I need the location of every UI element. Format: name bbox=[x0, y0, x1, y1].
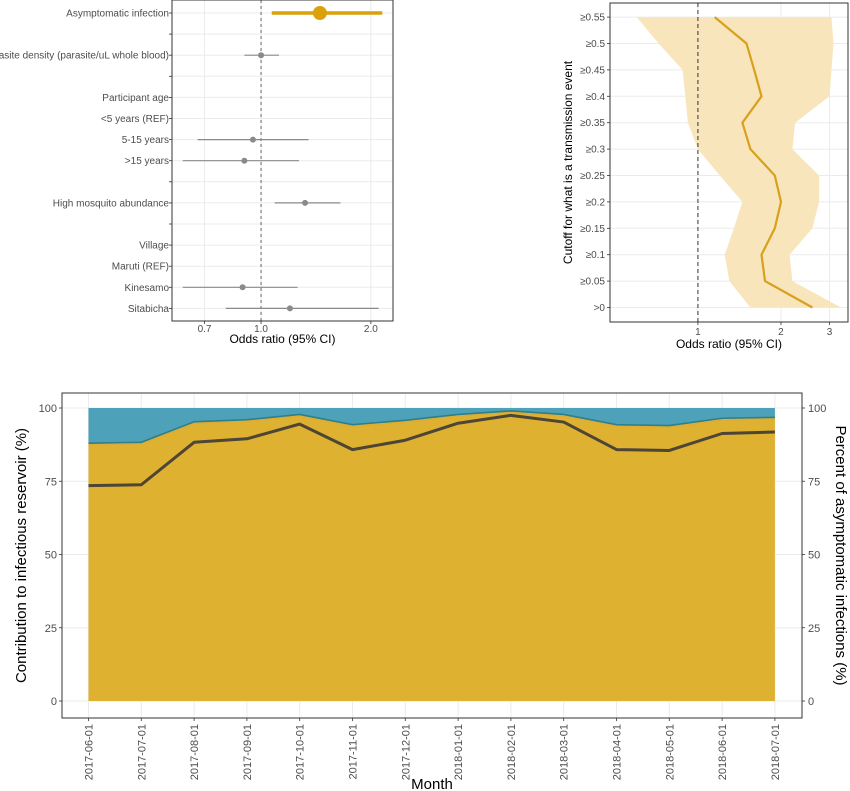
panel-a-row-label: Participant age bbox=[102, 93, 169, 104]
panel-c-boundary-highlight bbox=[88, 412, 775, 446]
panel-a-row-label: Kinesamo bbox=[125, 283, 170, 294]
panel-c-x-tick-label: 2018-07-01 bbox=[770, 724, 782, 780]
panel-b-y-tick-label: ≥0.5 bbox=[586, 39, 606, 50]
panel-a-x-tick-label: 2.0 bbox=[364, 324, 378, 335]
panel-a-point-6 bbox=[249, 136, 256, 143]
panel-c-y-tick-label-right: 50 bbox=[808, 550, 820, 562]
monthly-reservoir-panel: 0 0 25 25 50 50 75 75 100 100 2017-06-01 2017-07-01… bbox=[13, 392, 849, 791]
panel-b-y-tick-label: ≥0.15 bbox=[580, 224, 605, 235]
panel-c-upper-area bbox=[88, 408, 775, 444]
panel-c-x-tick-label: 2018-05-01 bbox=[664, 724, 676, 780]
panel-b-x-tick-label: 1 bbox=[695, 327, 701, 338]
panel-a-point-2 bbox=[258, 52, 265, 59]
panel-c-x-tick-label: 2017-12-01 bbox=[400, 724, 412, 780]
panel-c-border bbox=[61, 392, 803, 719]
panel-a-border bbox=[171, 0, 394, 322]
panel-a-row-label: >15 years bbox=[125, 156, 169, 167]
panel-c-y-tick-label-left: 25 bbox=[45, 623, 57, 635]
panel-a-point-7 bbox=[241, 157, 248, 164]
cutoff-sensitivity-panel: >0 ≥0.05 ≥0.1 ≥0.15 ≥0.2 ≥0.25 ≥0.3 ≥0.35 ≥0.4 ≥0… bbox=[561, 2, 849, 351]
panel-c-y-tick-label-right: 0 bbox=[808, 696, 814, 708]
panel-b-y-tick-label: ≥0.4 bbox=[586, 92, 606, 103]
panel-a-x-tick-label: 1.0 bbox=[254, 324, 268, 335]
panel-c-y-tick-label-left: 50 bbox=[45, 550, 57, 562]
panel-c-x-tick-label: 2017-11-01 bbox=[348, 724, 360, 779]
panel-b-x-axis-title: Odds ratio (95% CI) bbox=[676, 337, 782, 351]
panel-c-y-tick-label-left: 100 bbox=[39, 403, 57, 415]
panel-c-lower-area bbox=[88, 410, 775, 701]
panel-b-y-tick-label: >0 bbox=[594, 303, 606, 314]
panel-c-x-tick-label: 2017-10-01 bbox=[295, 724, 307, 780]
panel-a-row-label: Parasite density (parasite/uL whole bloo… bbox=[0, 51, 169, 62]
panel-b-y-tick-label: ≥0.55 bbox=[580, 13, 605, 24]
panel-a-row-label: High mosquito abundance bbox=[53, 198, 170, 209]
panel-c-y-axis-title-left: Contribution to infectious reservoir (%) bbox=[13, 428, 30, 683]
panel-b-y-tick-label: ≥0.35 bbox=[580, 118, 605, 129]
panel-c-x-tick-label: 2018-06-01 bbox=[717, 724, 729, 780]
panel-b-y-tick-label: ≥0.25 bbox=[580, 171, 605, 182]
panel-a-x-axis-title: Odds ratio (95% CI) bbox=[229, 332, 335, 346]
panel-c-y-tick-label-right: 25 bbox=[808, 623, 820, 635]
panel-c-x-tick-label: 2018-01-01 bbox=[453, 724, 465, 780]
panel-c-y-tick-label-left: 0 bbox=[51, 696, 57, 708]
panel-b-or-line bbox=[713, 16, 813, 309]
panel-b-y-axis-title: Cutoff for what is a transmission event bbox=[561, 60, 575, 264]
panel-b-y-tick-label: ≥0.05 bbox=[580, 277, 605, 288]
panel-c-boundary-line bbox=[88, 410, 775, 444]
panel-c-asymptomatic-line bbox=[88, 413, 775, 488]
panel-b-y-tick-label: ≥0.1 bbox=[586, 250, 606, 261]
panel-a-row-label: 5-15 years bbox=[122, 135, 169, 146]
panel-c-y-tick-label-right: 75 bbox=[808, 476, 820, 488]
panel-b-ci-ribbon bbox=[636, 17, 841, 308]
panel-c-y-axis-title-right: Percent of asymptomatic infections (%) bbox=[832, 425, 849, 685]
panel-b-y-tick-label: ≥0.3 bbox=[586, 145, 606, 156]
panel-a-row-label: Village bbox=[139, 241, 169, 252]
panel-a-point-0 bbox=[312, 6, 327, 20]
panel-c-x-tick-label: 2018-02-01 bbox=[506, 724, 518, 780]
panel-a-point-14 bbox=[286, 305, 293, 312]
panel-b-x-tick-label: 2 bbox=[778, 327, 784, 338]
panel-b-y-tick-label: ≥0.2 bbox=[586, 197, 606, 208]
panel-a-x-tick-label: 0.7 bbox=[198, 324, 212, 335]
panel-c-x-axis-title: Month bbox=[411, 776, 453, 791]
forest-plot-panel: Asymptomatic infection Parasite density (… bbox=[0, 0, 394, 346]
panel-b-y-tick-label: ≥0.45 bbox=[580, 65, 605, 76]
panel-b-border bbox=[609, 2, 849, 323]
panel-c-x-tick-label: 2017-08-01 bbox=[189, 724, 201, 780]
panel-a-row-label: Maruti (REF) bbox=[112, 262, 169, 273]
panel-c-x-tick-label: 2017-07-01 bbox=[136, 724, 148, 780]
panel-c-y-tick-label-right: 100 bbox=[808, 403, 826, 415]
panel-c-x-tick-label: 2018-03-01 bbox=[559, 724, 571, 780]
panel-a-row-label: Asymptomatic infection bbox=[66, 9, 169, 20]
panel-c-x-tick-label: 2017-06-01 bbox=[84, 724, 96, 780]
panel-c-x-tick-label: 2017-09-01 bbox=[242, 724, 254, 780]
panel-a-row-label: Sitabicha bbox=[128, 304, 170, 315]
panel-a-point-9 bbox=[302, 199, 309, 206]
panel-c-x-tick-label: 2018-04-01 bbox=[612, 724, 624, 780]
panel-c-y-tick-label-left: 75 bbox=[45, 476, 57, 488]
panel-b-x-tick-label: 3 bbox=[827, 327, 833, 338]
panel-a-point-13 bbox=[239, 284, 246, 291]
panel-a-row-label: <5 years (REF) bbox=[101, 114, 169, 125]
